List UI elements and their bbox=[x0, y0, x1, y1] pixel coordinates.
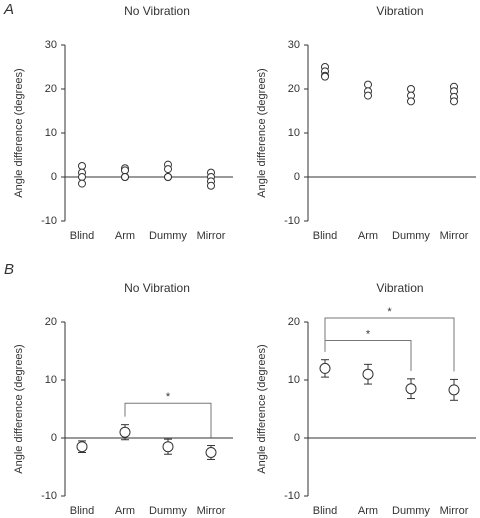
y-tick-label: 10 bbox=[288, 374, 300, 386]
y-tick-label: 20 bbox=[288, 83, 300, 95]
x-tick-label: Mirror bbox=[440, 230, 469, 242]
y-tick-label: -10 bbox=[41, 490, 57, 502]
x-tick-label: Blind bbox=[70, 505, 94, 517]
y-tick-label: 30 bbox=[45, 39, 57, 51]
x-tick-label: Dummy bbox=[149, 230, 187, 242]
y-tick-label: 30 bbox=[288, 39, 300, 51]
data-point bbox=[78, 173, 86, 181]
data-point bbox=[164, 165, 172, 174]
y-tick-label: 10 bbox=[288, 127, 300, 139]
chart-title: No Vibration bbox=[124, 4, 190, 18]
y-tick-label: 20 bbox=[45, 316, 57, 328]
panel-label: A bbox=[3, 1, 14, 18]
significance-label: * bbox=[387, 306, 392, 318]
x-tick-label: Arm bbox=[115, 505, 135, 517]
mean-marker bbox=[162, 441, 174, 453]
significance-bracket bbox=[124, 402, 212, 438]
y-tick-label: 0 bbox=[294, 432, 300, 444]
x-tick-label: Blind bbox=[313, 505, 337, 517]
data-point bbox=[164, 173, 172, 181]
x-tick-label: Mirror bbox=[197, 505, 226, 517]
y-tick-label: 0 bbox=[51, 432, 57, 444]
significance-label: * bbox=[166, 391, 171, 403]
x-tick-label: Arm bbox=[358, 230, 378, 242]
chart-title: Vibration bbox=[376, 4, 423, 18]
data-point bbox=[407, 97, 415, 106]
chart-title: Vibration bbox=[376, 281, 423, 295]
y-axis-label: Angle difference (degrees) bbox=[256, 68, 268, 197]
mean-marker bbox=[319, 362, 331, 374]
panel-label: B bbox=[4, 261, 14, 278]
significance-bracket bbox=[324, 317, 455, 372]
y-tick-label: -10 bbox=[284, 490, 300, 502]
y-tick-label: 10 bbox=[45, 127, 57, 139]
mean-marker bbox=[405, 383, 417, 395]
y-tick-label: 0 bbox=[294, 171, 300, 183]
x-tick-label: Blind bbox=[70, 230, 94, 242]
significance-label: * bbox=[366, 328, 371, 340]
data-point bbox=[364, 80, 372, 89]
y-tick-label: 20 bbox=[288, 316, 300, 328]
y-tick-label: -10 bbox=[41, 215, 57, 227]
chart-title: No Vibration bbox=[124, 281, 190, 295]
x-tick-label: Dummy bbox=[392, 230, 430, 242]
data-point bbox=[207, 181, 215, 190]
x-tick-label: Dummy bbox=[392, 505, 430, 517]
data-point bbox=[78, 162, 86, 170]
data-point bbox=[450, 97, 458, 106]
data-point bbox=[78, 179, 86, 188]
mean-marker bbox=[119, 426, 131, 438]
y-tick-label: 0 bbox=[51, 171, 57, 183]
data-point bbox=[121, 166, 129, 175]
data-point bbox=[407, 85, 415, 93]
mean-marker bbox=[448, 384, 460, 396]
y-tick-label: -10 bbox=[284, 215, 300, 227]
mean-marker bbox=[205, 447, 217, 458]
y-axis-label: Angle difference (degrees) bbox=[13, 68, 25, 197]
data-point bbox=[121, 173, 129, 181]
y-axis-label: Angle difference (degrees) bbox=[13, 344, 25, 473]
mean-marker bbox=[362, 368, 374, 380]
data-point bbox=[364, 91, 372, 100]
y-tick-label: 20 bbox=[45, 83, 57, 95]
x-tick-label: Arm bbox=[358, 505, 378, 517]
x-tick-label: Arm bbox=[115, 230, 135, 242]
x-tick-label: Dummy bbox=[149, 505, 187, 517]
data-point bbox=[321, 72, 329, 81]
y-axis-label: Angle difference (degrees) bbox=[256, 344, 268, 473]
x-tick-label: Mirror bbox=[197, 230, 226, 242]
x-tick-label: Blind bbox=[313, 230, 337, 242]
mean-marker bbox=[76, 441, 88, 453]
x-tick-label: Mirror bbox=[440, 505, 469, 517]
y-tick-label: 10 bbox=[45, 374, 57, 386]
